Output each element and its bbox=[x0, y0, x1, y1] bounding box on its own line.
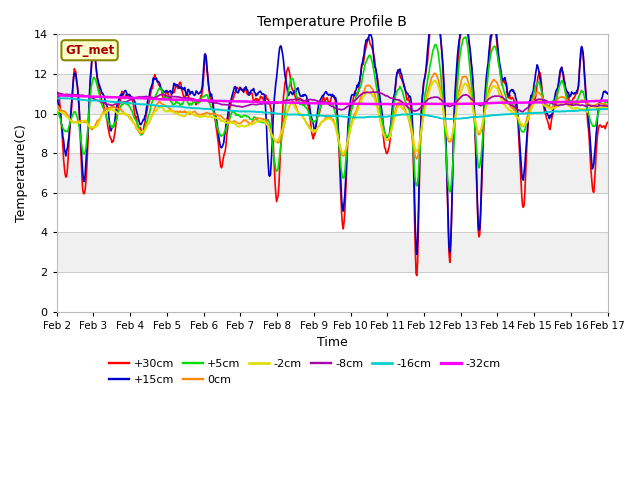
0cm bbox=[53, 103, 61, 108]
+5cm bbox=[415, 160, 423, 166]
+30cm bbox=[175, 81, 183, 86]
-8cm bbox=[175, 94, 183, 100]
-32cm bbox=[417, 101, 424, 107]
X-axis label: Time: Time bbox=[317, 336, 348, 349]
-16cm bbox=[176, 104, 184, 109]
+30cm bbox=[604, 120, 611, 125]
+30cm bbox=[413, 273, 420, 278]
-8cm bbox=[205, 99, 212, 105]
0cm bbox=[63, 111, 70, 117]
-32cm bbox=[53, 93, 61, 98]
-32cm bbox=[604, 98, 611, 104]
+30cm bbox=[205, 81, 212, 86]
-2cm bbox=[53, 107, 61, 113]
-16cm bbox=[416, 111, 424, 117]
-32cm bbox=[387, 101, 395, 107]
Line: -8cm: -8cm bbox=[57, 92, 607, 112]
-32cm bbox=[401, 101, 408, 107]
Bar bbox=[57, 35, 607, 74]
-8cm bbox=[373, 89, 381, 95]
+5cm bbox=[175, 100, 183, 106]
Line: -16cm: -16cm bbox=[57, 98, 607, 119]
-32cm bbox=[176, 97, 184, 103]
0cm bbox=[399, 101, 407, 107]
+15cm bbox=[399, 78, 407, 84]
-32cm bbox=[205, 98, 213, 104]
Title: Temperature Profile B: Temperature Profile B bbox=[257, 15, 407, 29]
Line: -32cm: -32cm bbox=[57, 96, 607, 104]
-16cm bbox=[58, 96, 66, 101]
-2cm bbox=[339, 151, 346, 156]
-2cm bbox=[431, 78, 438, 84]
+15cm bbox=[53, 91, 61, 96]
+15cm bbox=[604, 91, 611, 97]
0cm bbox=[604, 102, 611, 108]
Bar bbox=[57, 272, 607, 312]
Line: -2cm: -2cm bbox=[57, 81, 607, 154]
Bar bbox=[57, 114, 607, 153]
+5cm bbox=[604, 100, 611, 106]
Line: +15cm: +15cm bbox=[57, 0, 607, 254]
-32cm bbox=[120, 95, 128, 100]
-2cm bbox=[63, 114, 70, 120]
0cm bbox=[416, 140, 424, 146]
+15cm bbox=[416, 146, 424, 152]
-8cm bbox=[53, 90, 61, 96]
0cm bbox=[413, 156, 420, 162]
-2cm bbox=[416, 136, 424, 142]
-2cm bbox=[120, 110, 127, 116]
-16cm bbox=[604, 106, 611, 112]
-8cm bbox=[120, 99, 127, 105]
+30cm bbox=[63, 173, 70, 179]
+5cm bbox=[205, 96, 212, 102]
+5cm bbox=[53, 108, 61, 113]
-32cm bbox=[63, 93, 71, 98]
0cm bbox=[431, 71, 438, 76]
-16cm bbox=[205, 106, 213, 112]
-16cm bbox=[63, 96, 71, 101]
-8cm bbox=[519, 109, 527, 115]
-16cm bbox=[53, 96, 61, 101]
-2cm bbox=[205, 114, 212, 120]
Bar bbox=[57, 193, 607, 232]
0cm bbox=[175, 109, 183, 115]
+15cm bbox=[63, 147, 70, 153]
-2cm bbox=[604, 105, 611, 110]
-16cm bbox=[400, 112, 408, 118]
-16cm bbox=[448, 116, 456, 122]
+5cm bbox=[462, 34, 470, 40]
+15cm bbox=[205, 81, 212, 87]
+15cm bbox=[175, 85, 183, 91]
0cm bbox=[205, 110, 212, 116]
Line: 0cm: 0cm bbox=[57, 73, 607, 159]
-32cm bbox=[58, 93, 66, 98]
-8cm bbox=[604, 103, 611, 109]
-8cm bbox=[416, 106, 424, 111]
+5cm bbox=[120, 101, 127, 107]
Line: +5cm: +5cm bbox=[57, 37, 607, 192]
+15cm bbox=[120, 91, 127, 97]
Line: +30cm: +30cm bbox=[57, 0, 607, 276]
-8cm bbox=[400, 100, 408, 106]
+30cm bbox=[399, 80, 407, 85]
Y-axis label: Temperature(C): Temperature(C) bbox=[15, 124, 28, 222]
-2cm bbox=[175, 112, 183, 118]
+30cm bbox=[416, 153, 424, 159]
-2cm bbox=[400, 107, 408, 113]
+30cm bbox=[120, 96, 127, 101]
+30cm bbox=[53, 89, 61, 95]
-16cm bbox=[120, 100, 128, 106]
Text: GT_met: GT_met bbox=[65, 44, 114, 57]
+5cm bbox=[399, 91, 407, 96]
+15cm bbox=[413, 252, 420, 257]
0cm bbox=[120, 109, 127, 115]
-8cm bbox=[63, 92, 70, 97]
+5cm bbox=[63, 128, 70, 134]
Legend: +30cm, +15cm, +5cm, 0cm, -2cm, -8cm, -16cm, -32cm: +30cm, +15cm, +5cm, 0cm, -2cm, -8cm, -16… bbox=[104, 355, 505, 389]
+5cm bbox=[446, 189, 454, 195]
